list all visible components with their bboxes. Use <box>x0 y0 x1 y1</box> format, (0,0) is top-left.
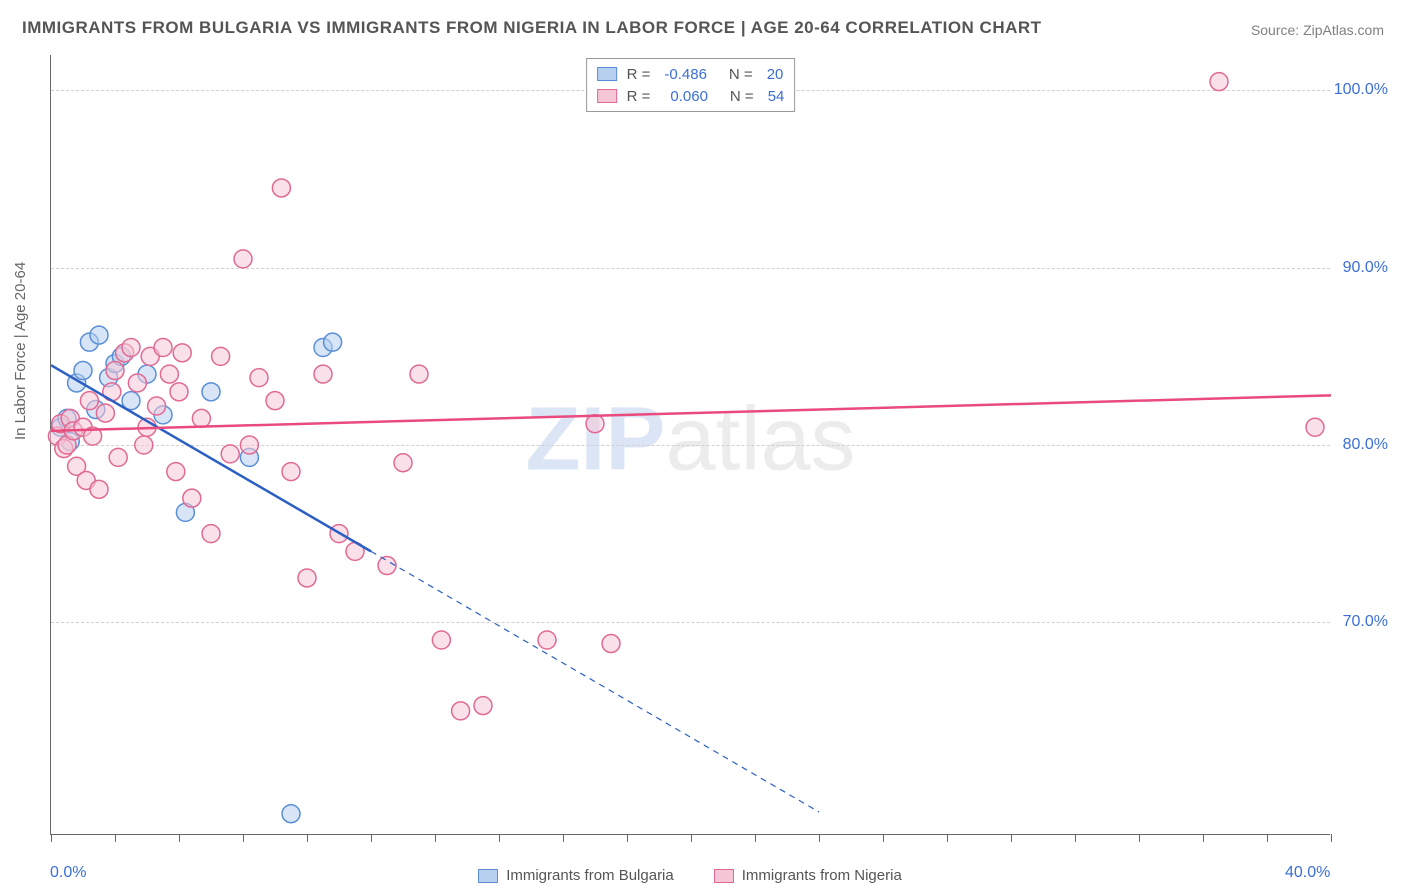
data-point <box>90 480 108 498</box>
data-point <box>282 463 300 481</box>
data-point <box>128 374 146 392</box>
legend-r-label: R = <box>627 88 651 105</box>
legend-label-bulgaria: Immigrants from Bulgaria <box>506 867 674 884</box>
data-point <box>250 369 268 387</box>
data-point <box>96 404 114 422</box>
scatter-plot <box>51 55 1330 834</box>
swatch-nigeria <box>714 869 734 883</box>
data-point <box>272 179 290 197</box>
data-point <box>202 383 220 401</box>
data-point <box>106 362 124 380</box>
data-point <box>298 569 316 587</box>
data-point <box>148 397 166 415</box>
legend-r-nigeria: 0.060 <box>670 88 708 105</box>
legend-r-bulgaria: -0.486 <box>664 66 707 83</box>
legend-label-nigeria: Immigrants from Nigeria <box>742 867 902 884</box>
data-point <box>80 392 98 410</box>
data-point <box>538 631 556 649</box>
legend-item-bulgaria: Immigrants from Bulgaria <box>478 867 674 884</box>
legend-r-label: R = <box>627 66 651 83</box>
legend-n-nigeria: 54 <box>768 88 785 105</box>
data-point <box>602 635 620 653</box>
data-point <box>90 326 108 344</box>
data-point <box>192 409 210 427</box>
plot-area: ZIPatlas R = -0.486 N = 20 R = 0.060 N =… <box>50 55 1330 835</box>
data-point <box>452 702 470 720</box>
data-point <box>1210 73 1228 91</box>
source-attribution: Source: ZipAtlas.com <box>1251 22 1384 38</box>
legend-row-nigeria: R = 0.060 N = 54 <box>597 85 785 107</box>
legend-correlation-box: R = -0.486 N = 20 R = 0.060 N = 54 <box>586 58 796 112</box>
data-point <box>266 392 284 410</box>
swatch-bulgaria <box>597 67 617 81</box>
data-point <box>314 365 332 383</box>
data-point <box>221 445 239 463</box>
y-axis-title: In Labor Force | Age 20-64 <box>12 262 29 440</box>
data-point <box>167 463 185 481</box>
data-point <box>240 436 258 454</box>
data-point <box>324 333 342 351</box>
data-point <box>410 365 428 383</box>
legend-bottom: Immigrants from Bulgaria Immigrants from… <box>50 867 1330 884</box>
data-point <box>183 489 201 507</box>
data-point <box>234 250 252 268</box>
data-point <box>122 339 140 357</box>
data-point <box>474 697 492 715</box>
data-point <box>160 365 178 383</box>
data-point <box>173 344 191 362</box>
legend-n-label: N = <box>730 88 754 105</box>
data-point <box>282 805 300 823</box>
data-point <box>378 557 396 575</box>
data-point <box>394 454 412 472</box>
legend-n-label: N = <box>729 66 753 83</box>
data-point <box>170 383 188 401</box>
data-point <box>432 631 450 649</box>
swatch-bulgaria <box>478 869 498 883</box>
data-point <box>74 362 92 380</box>
data-point <box>135 436 153 454</box>
data-point <box>202 525 220 543</box>
chart-title: IMMIGRANTS FROM BULGARIA VS IMMIGRANTS F… <box>22 18 1042 38</box>
swatch-nigeria <box>597 89 617 103</box>
data-point <box>109 448 127 466</box>
legend-n-bulgaria: 20 <box>767 66 784 83</box>
legend-item-nigeria: Immigrants from Nigeria <box>714 867 902 884</box>
data-point <box>586 415 604 433</box>
legend-row-bulgaria: R = -0.486 N = 20 <box>597 63 785 85</box>
data-point <box>1306 418 1324 436</box>
data-point <box>154 339 172 357</box>
data-point <box>212 347 230 365</box>
